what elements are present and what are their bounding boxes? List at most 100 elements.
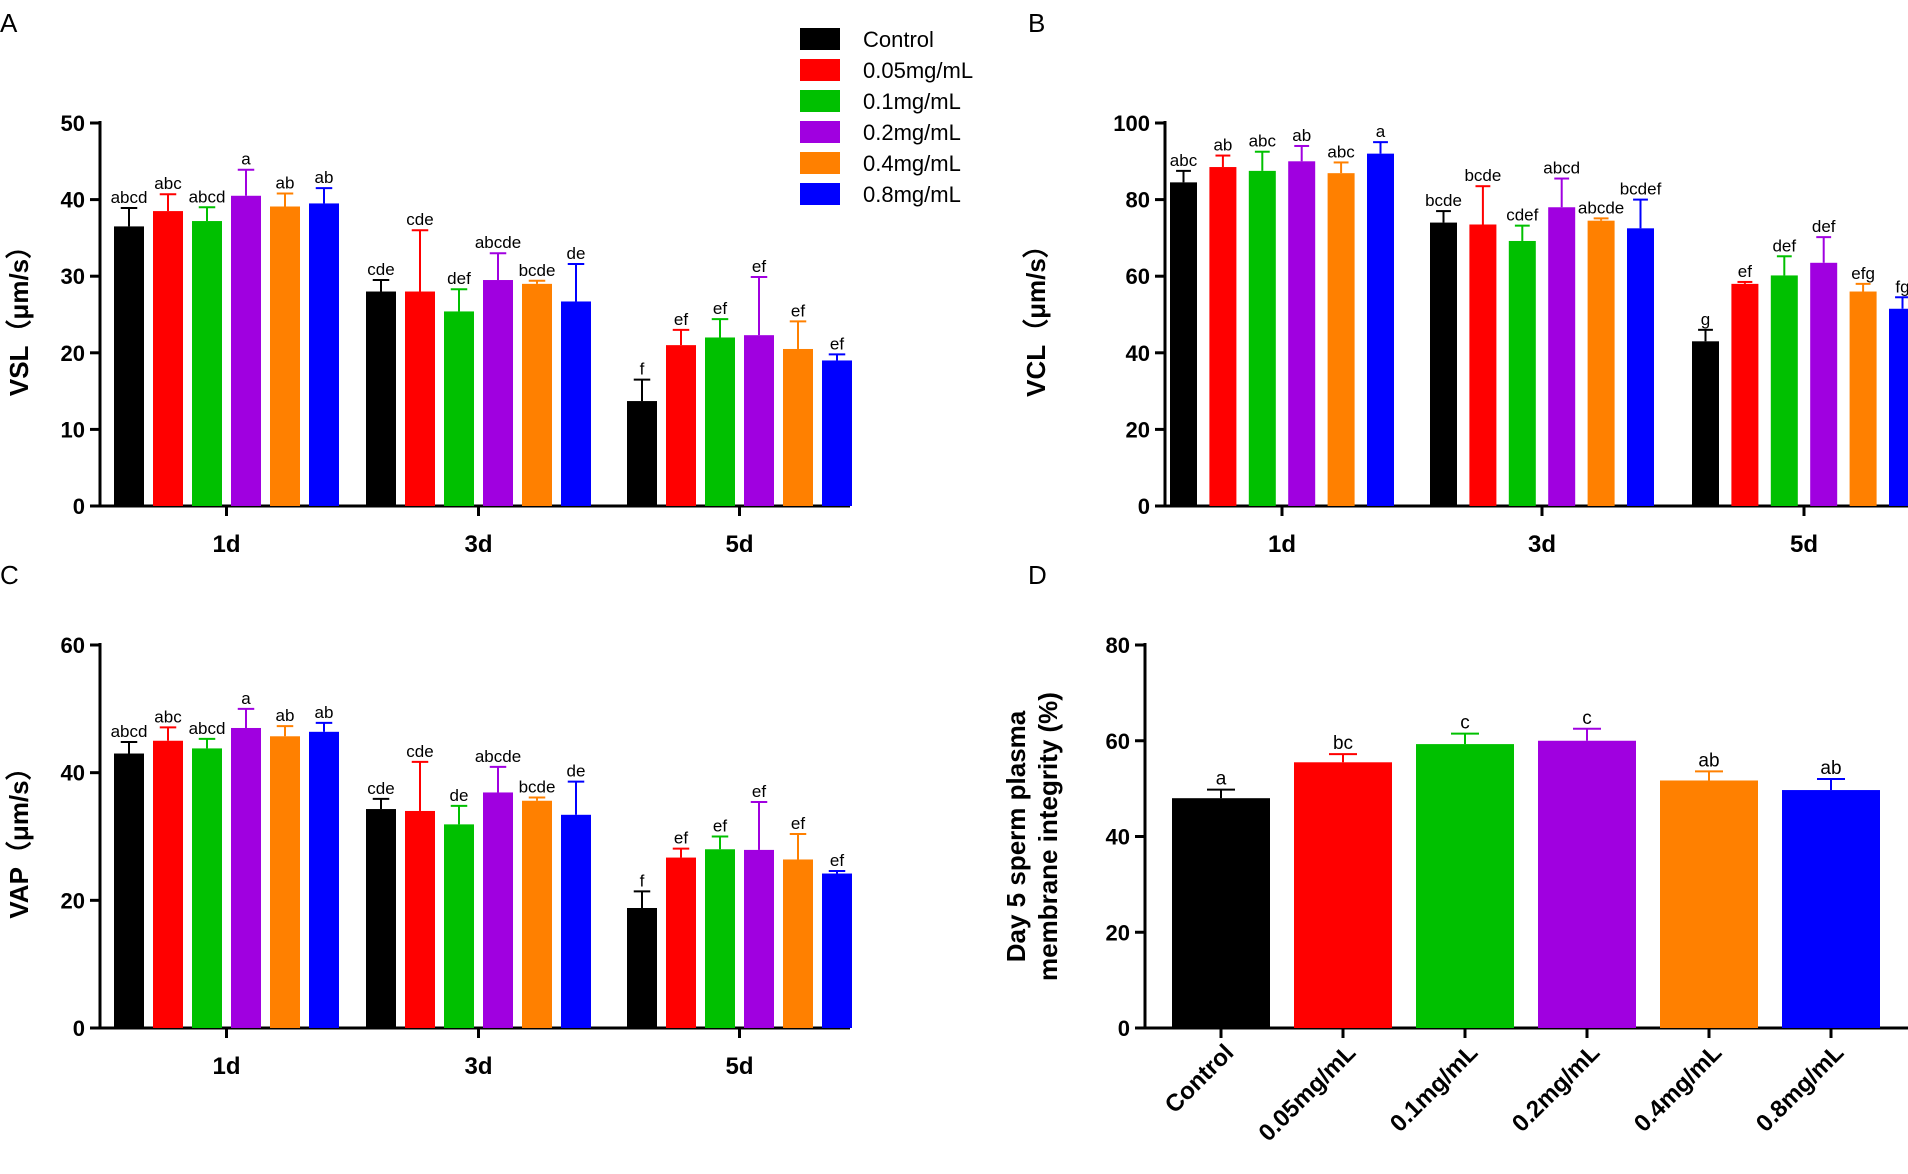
y-tick-label: 40 <box>1126 341 1150 366</box>
significance-label: abcd <box>189 187 226 206</box>
bar <box>822 360 852 506</box>
x-category-label: Control <box>1160 1039 1239 1118</box>
bar <box>561 301 591 506</box>
y-axis-label: VSL（μm/s） <box>4 233 34 396</box>
significance-label: abc <box>1327 142 1355 161</box>
significance-label: bcde <box>519 261 556 280</box>
significance-label: abcd <box>1543 159 1580 178</box>
y-tick-label: 50 <box>61 111 85 136</box>
y-tick-label: 20 <box>1106 920 1130 945</box>
legend-swatch <box>800 121 840 143</box>
bar <box>1416 744 1514 1028</box>
significance-label: ef <box>791 301 805 320</box>
significance-label: bcde <box>1425 191 1462 210</box>
y-tick-label: 0 <box>1138 494 1150 519</box>
significance-label: de <box>450 786 469 805</box>
bar <box>405 291 435 506</box>
significance-label: bc <box>1333 733 1353 754</box>
significance-label: cde <box>367 779 394 798</box>
significance-label: cdef <box>1506 206 1538 225</box>
bar <box>1209 167 1237 507</box>
significance-label: efg <box>1851 264 1875 283</box>
legend-label: 0.1mg/mL <box>863 89 961 114</box>
significance-label: abcd <box>189 719 226 738</box>
bar <box>1548 207 1576 506</box>
bar <box>114 226 144 506</box>
y-tick-label: 80 <box>1126 188 1150 213</box>
x-category-label: 0.4mg/mL <box>1629 1039 1727 1137</box>
bar <box>309 731 339 1028</box>
bar <box>744 849 774 1028</box>
bar <box>1469 224 1497 506</box>
bar <box>231 195 261 506</box>
bar <box>405 810 435 1028</box>
y-tick-label: 20 <box>61 888 85 913</box>
x-category-label: 0.2mg/mL <box>1507 1039 1605 1137</box>
legend-label: 0.4mg/mL <box>863 151 961 176</box>
significance-label: a <box>1376 122 1386 141</box>
bar <box>1660 780 1758 1028</box>
bar <box>270 206 300 506</box>
bar <box>561 814 591 1028</box>
significance-label: def <box>1812 217 1836 236</box>
significance-label: ab <box>315 168 334 187</box>
bar <box>1538 740 1636 1028</box>
significance-label: abc <box>1170 151 1198 170</box>
bar <box>666 345 696 506</box>
panel-letter: A <box>0 8 18 38</box>
significance-label: fg <box>1895 277 1908 296</box>
bar <box>192 221 222 506</box>
bar <box>1170 182 1197 507</box>
y-tick-label: 0 <box>73 1016 85 1041</box>
significance-label: ef <box>791 814 805 833</box>
legend-swatch <box>800 90 840 112</box>
y-tick-label: 20 <box>61 341 85 366</box>
y-tick-label: 40 <box>61 188 85 213</box>
significance-label: abc <box>154 174 182 193</box>
x-category-label: 1d <box>1268 531 1296 558</box>
significance-label: ef <box>830 851 844 870</box>
y-axis-label: VCL（μm/s） <box>1021 232 1051 397</box>
x-category-label: 0.1mg/mL <box>1385 1039 1483 1137</box>
y-tick-label: 30 <box>61 264 85 289</box>
bar <box>309 203 339 506</box>
x-category-label: 3d <box>464 1053 492 1080</box>
significance-label: f <box>640 871 645 890</box>
significance-label: abcde <box>475 747 521 766</box>
legend-swatch <box>800 59 840 81</box>
legend-swatch <box>800 152 840 174</box>
significance-label: g <box>1701 310 1710 329</box>
x-category-label: 1d <box>212 531 240 558</box>
bar <box>522 283 552 506</box>
y-axis-label-line2: membrane integrity (%) <box>1033 692 1063 981</box>
bar <box>822 873 852 1028</box>
legend: Control 0.05mg/mL 0.1mg/mL 0.2mg/mL 0.4mg/mL… <box>800 27 973 207</box>
significance-label: cde <box>406 210 433 229</box>
bar <box>1770 275 1798 506</box>
significance-label: cde <box>367 260 394 279</box>
panel-letter: C <box>0 560 19 590</box>
bar <box>153 740 183 1028</box>
bar <box>522 800 552 1028</box>
significance-label: abcd <box>111 188 148 207</box>
significance-label: ef <box>1738 262 1752 281</box>
bar <box>153 211 183 506</box>
bar <box>1587 220 1615 507</box>
significance-label: abc <box>154 707 182 726</box>
significance-label: bcdef <box>1620 180 1662 199</box>
y-tick-label: 0 <box>1118 1016 1130 1041</box>
bar <box>627 907 657 1028</box>
bar <box>366 809 396 1028</box>
significance-label: ab <box>276 173 295 192</box>
bar <box>1248 170 1276 506</box>
y-tick-label: 60 <box>1106 729 1130 754</box>
panel-letter: B <box>1028 8 1045 38</box>
significance-label: abcde <box>1578 198 1624 217</box>
bar <box>1430 222 1457 506</box>
bar <box>744 335 774 506</box>
bar <box>666 857 696 1028</box>
legend-label: Control <box>863 27 934 52</box>
